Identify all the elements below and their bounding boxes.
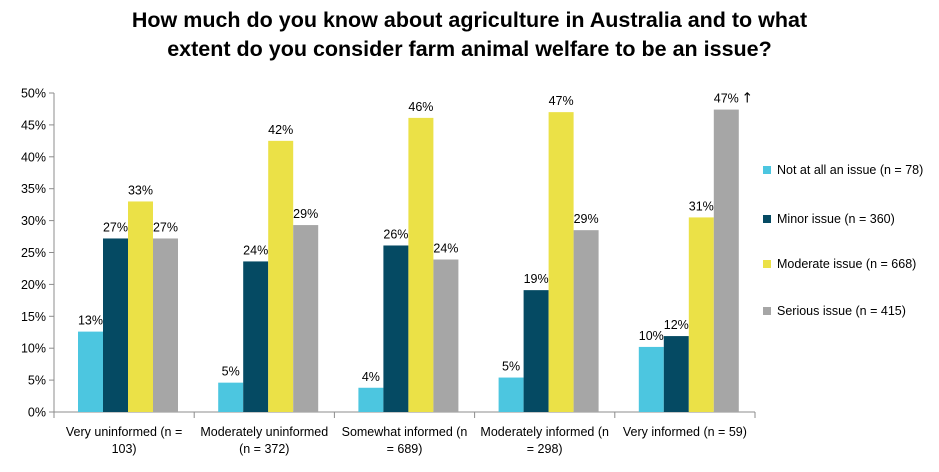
data-label: 26% [383,227,408,241]
legend-swatch-not-at-all [763,166,771,174]
y-tick-label: 35% [21,182,46,196]
chart-title-line-1: How much do you know about agriculture i… [131,8,808,32]
bar [358,387,384,412]
data-label: 47% [549,94,574,108]
data-label: 13% [78,314,103,328]
y-tick-label: 20% [21,278,46,292]
bar [523,290,549,412]
data-label: 4% [362,370,380,384]
bar [663,336,689,412]
data-label: 10% [639,329,664,343]
bar [268,140,294,412]
bar [638,346,664,412]
bar [153,238,178,412]
data-label: 27% [153,220,178,234]
data-label: 42% [268,123,293,137]
legend-swatch-minor [763,215,771,223]
bar [573,230,599,412]
data-label: 47% [714,92,739,106]
legend-swatch-moderate [763,260,771,268]
up-arrow-marker: ↑ [741,91,753,107]
data-label: 33% [128,183,153,197]
bar [498,377,524,412]
y-tick-label: 45% [21,118,46,132]
data-label: 24% [433,242,458,256]
bar [293,225,319,412]
chart-title: How much do you know about agriculture i… [0,6,939,64]
bar [408,117,434,412]
bar [103,238,128,412]
data-label: 29% [293,207,318,221]
y-tick-label: 30% [21,214,46,228]
legend-label-not-at-all: Not at all an issue (n = 78) [777,163,924,177]
x-category-label: Somewhat informed (n = 689) [341,425,468,456]
data-label: 31% [689,199,714,213]
bar [688,217,714,412]
bar [243,261,269,412]
data-label: 29% [574,212,599,226]
legend-swatch-serious [763,307,771,315]
x-category-label: Moderately uninformed (n = 372) [200,425,329,456]
data-label: 12% [664,318,689,332]
data-label: 46% [408,100,433,114]
y-tick-label: 25% [21,246,46,260]
bar [218,382,244,412]
y-tick-label: 10% [21,342,46,356]
bar [78,331,103,412]
data-label: 27% [103,220,128,234]
data-label: 19% [524,272,549,286]
y-tick-label: 15% [21,310,46,324]
bar [433,259,459,412]
data-label: 24% [243,243,268,257]
legend-label-serious: Serious issue (n = 415) [777,304,906,318]
data-label: 5% [222,365,240,379]
y-tick-label: 0% [28,406,46,420]
legend-label-moderate: Moderate issue (n = 668) [777,257,917,271]
x-category-label: Very uninformed (n = 103) [65,425,183,456]
y-tick-label: 40% [21,150,46,164]
bar [383,245,409,412]
y-tick-label: 5% [28,374,46,388]
x-category-label: Moderately informed (n = 298) [480,425,609,456]
bar [548,112,574,412]
data-label: 5% [502,360,520,374]
y-tick-label: 50% [21,87,46,101]
bar [128,201,153,412]
bar [713,109,739,412]
legend-label-minor: Minor issue (n = 360) [777,212,895,226]
x-category-label: Very informed (n = 59) [622,425,747,439]
chart-title-line-2: extent do you consider farm animal welfa… [167,37,772,61]
